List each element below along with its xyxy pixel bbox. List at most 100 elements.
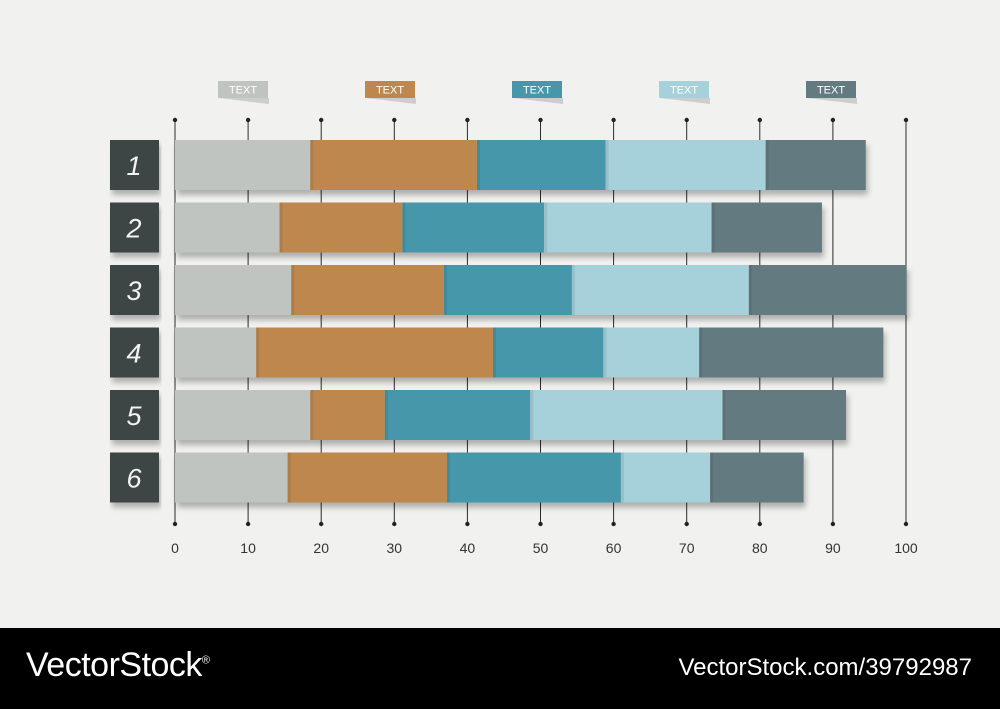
bar-segment bbox=[310, 140, 477, 190]
bar-segment bbox=[748, 265, 907, 315]
legend-tag-shadow bbox=[660, 98, 710, 104]
x-tick-label: 60 bbox=[606, 540, 622, 556]
x-tick-label: 80 bbox=[752, 540, 768, 556]
bar-segment-edge bbox=[444, 265, 448, 315]
bar-segment bbox=[620, 452, 711, 503]
bar-segment bbox=[310, 390, 385, 440]
bar-segment bbox=[711, 202, 822, 253]
category-label: 2 bbox=[125, 214, 141, 244]
bar-segment-edge bbox=[571, 265, 575, 315]
bar-segment bbox=[256, 327, 493, 378]
x-tick-label: 0 bbox=[171, 540, 179, 556]
grid-dot-bottom bbox=[392, 521, 397, 527]
legend-item: TEXT bbox=[218, 81, 269, 104]
legend-swatch bbox=[512, 81, 562, 98]
bar-segment-edge bbox=[544, 202, 548, 253]
bar-segment bbox=[291, 265, 445, 315]
bar-segment-edge bbox=[530, 390, 534, 440]
row-number-box bbox=[110, 202, 159, 253]
legend-swatch bbox=[218, 81, 268, 98]
grid-dot-top bbox=[684, 117, 689, 123]
bar-row bbox=[175, 327, 884, 378]
bar-segment-edge bbox=[492, 327, 496, 378]
bar-segment-edge bbox=[310, 390, 314, 440]
bar-segment bbox=[722, 390, 847, 440]
legend-swatch bbox=[806, 81, 856, 98]
bar-segment bbox=[279, 202, 403, 253]
bar-segment-edge bbox=[722, 390, 726, 440]
bar-segment-edge bbox=[710, 452, 714, 503]
bar-row bbox=[175, 452, 804, 503]
bar-row bbox=[175, 140, 866, 190]
bar-segment-edge bbox=[384, 390, 388, 440]
legend-tag-shadow bbox=[366, 98, 416, 104]
bar-segment bbox=[402, 202, 545, 253]
bar-segment bbox=[384, 390, 531, 440]
bar-segment-edge bbox=[748, 265, 752, 315]
x-tick-label: 90 bbox=[825, 540, 841, 556]
x-tick-label: 50 bbox=[533, 540, 549, 556]
bar-segment bbox=[175, 452, 288, 503]
grid-dot-bottom bbox=[172, 521, 178, 527]
bar-segment bbox=[544, 202, 712, 253]
legend-tag-shadow bbox=[807, 98, 857, 104]
category-label: 1 bbox=[126, 151, 141, 181]
bar-segment-edge bbox=[279, 202, 283, 253]
bar-row bbox=[175, 390, 847, 440]
legend-label: TEXT bbox=[670, 85, 698, 97]
brand-mark: ® bbox=[201, 654, 210, 667]
row-number-box bbox=[110, 390, 159, 440]
bar-segment bbox=[444, 265, 572, 315]
grid-dot-top bbox=[757, 117, 762, 123]
row-number-box bbox=[110, 327, 159, 378]
row-number-box bbox=[110, 140, 159, 190]
stacked-bar-chart: 0 10 20 30 40 50 60 70 80 90 100 TEXT TEXT TEXT TEXT T… bbox=[110, 81, 918, 556]
grid-dot-top bbox=[830, 117, 836, 123]
category-label: 4 bbox=[126, 339, 141, 369]
legend-item: TEXT bbox=[806, 81, 857, 104]
bar-segment bbox=[175, 390, 311, 440]
legend-swatch bbox=[659, 81, 709, 98]
bar-segment-edge bbox=[603, 327, 607, 378]
x-tick-label: 40 bbox=[460, 540, 476, 556]
bar-segment bbox=[765, 140, 866, 190]
bar-segment bbox=[710, 452, 804, 503]
legend-label: TEXT bbox=[229, 85, 257, 97]
legend-label: TEXT bbox=[376, 85, 404, 97]
legend-item: TEXT bbox=[659, 81, 710, 104]
bar-segment-edge bbox=[605, 140, 609, 190]
bar-segment-edge bbox=[620, 452, 624, 503]
legend-layer: TEXT TEXT TEXT TEXT TEXT bbox=[218, 81, 857, 104]
bar-segment bbox=[605, 140, 766, 190]
bar-segment bbox=[492, 327, 604, 378]
grid-dot-bottom bbox=[319, 521, 324, 527]
bar-segment-edge bbox=[291, 265, 295, 315]
grid-dot-top bbox=[319, 117, 324, 123]
grid-dot-top bbox=[538, 117, 543, 123]
brand-logo[interactable]: VectorStock® bbox=[26, 646, 210, 685]
grid-dot-bottom bbox=[538, 521, 543, 527]
bar-segment-edge bbox=[711, 202, 715, 253]
grid-dot-top bbox=[392, 117, 397, 123]
bar-segment bbox=[287, 452, 447, 503]
bar-segment bbox=[175, 327, 257, 378]
grid-dot-top bbox=[465, 117, 470, 123]
bar-segment-edge bbox=[402, 202, 406, 253]
image-id: VectorStock.com/39792987 bbox=[678, 654, 972, 681]
grid-dot-top bbox=[245, 117, 251, 123]
legend-item: TEXT bbox=[365, 81, 416, 104]
legend-tag-shadow bbox=[219, 98, 269, 104]
bar-segment bbox=[603, 327, 700, 378]
category-label: 3 bbox=[126, 276, 141, 306]
bar-segment bbox=[175, 140, 311, 190]
bar-segment bbox=[530, 390, 723, 440]
legend-swatch bbox=[365, 81, 415, 98]
bar-segment bbox=[175, 202, 280, 253]
bar-segment bbox=[571, 265, 749, 315]
bar-row bbox=[175, 202, 822, 253]
x-tick-label: 30 bbox=[387, 540, 403, 556]
bar-segment bbox=[476, 140, 606, 190]
grid-dot-top bbox=[903, 117, 909, 123]
bar-segment bbox=[446, 452, 621, 503]
grid-dot-bottom bbox=[684, 521, 689, 527]
